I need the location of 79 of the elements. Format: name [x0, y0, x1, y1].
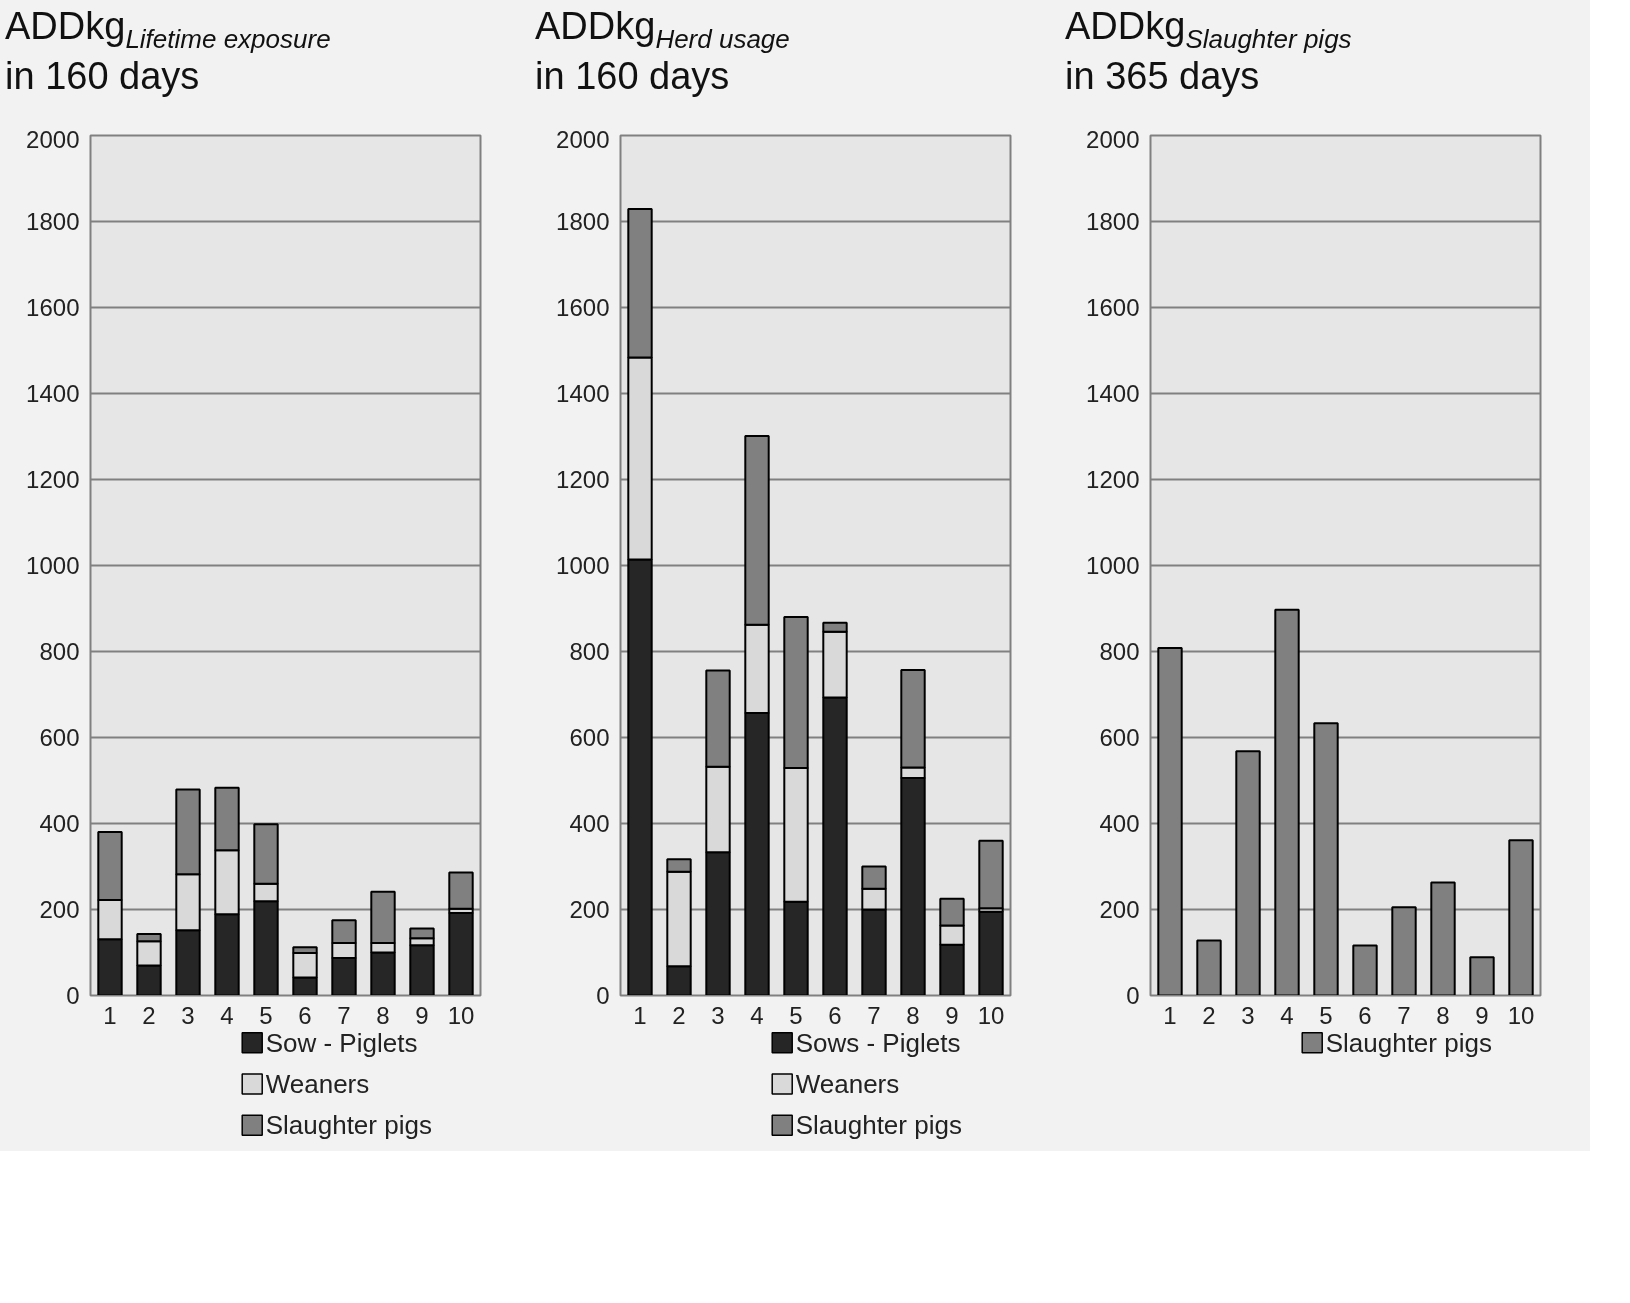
x-tick-label: 1 — [633, 1001, 647, 1029]
y-tick-label: 1600 — [556, 294, 610, 321]
x-tick-label: 8 — [1436, 1001, 1450, 1029]
bar — [978, 910, 1004, 996]
y-tick-label: 2000 — [26, 125, 80, 153]
x-tick-label: 4 — [220, 1001, 234, 1029]
x-tick-label: 4 — [750, 1001, 764, 1029]
y-tick-label: 1200 — [26, 466, 80, 493]
y-tick-label: 600 — [1099, 724, 1140, 751]
y-tick-label: 600 — [39, 724, 80, 751]
y-tick-label: 0 — [596, 982, 610, 1009]
x-tick-label: 9 — [945, 1001, 959, 1029]
y-tick-label: 1200 — [556, 466, 610, 493]
y-tick-label: 1000 — [1086, 552, 1140, 579]
x-tick-label: 6 — [828, 1001, 842, 1029]
y-tick-label: 400 — [39, 810, 80, 837]
y-tick-label: 1000 — [26, 552, 80, 579]
y-tick-label: 1800 — [26, 208, 80, 235]
y-tick-label: 800 — [1099, 638, 1140, 665]
chart-title: ADDkg$_{Herd usage}$ — [535, 5, 790, 54]
legend-label: Sows - Piglets — [795, 1027, 961, 1058]
x-tick-label: 10 — [1507, 1001, 1535, 1029]
x-tick-label: 3 — [1241, 1001, 1255, 1029]
chart-subtitle: in 160 days — [535, 55, 730, 98]
x-tick-label: 6 — [1358, 1001, 1372, 1029]
legend-label: Weaners — [795, 1069, 900, 1099]
x-tick-label: 9 — [415, 1001, 429, 1029]
legend-label: Weaners — [265, 1069, 370, 1099]
y-tick-label: 200 — [569, 896, 610, 923]
x-tick-label: 8 — [906, 1001, 920, 1029]
legend-label: Slaughter pigs — [265, 1110, 432, 1141]
y-tick-label: 800 — [39, 638, 80, 665]
x-tick-label: 2 — [1202, 1001, 1216, 1029]
chart-subtitle: in 365 days — [1065, 55, 1260, 98]
y-tick-label: 400 — [569, 810, 610, 837]
y-tick-label: 200 — [39, 896, 80, 923]
x-tick-label: 1 — [1163, 1001, 1177, 1029]
x-tick-label: 10 — [977, 1001, 1005, 1029]
y-tick-label: 1400 — [556, 380, 610, 407]
y-tick-label: 1800 — [556, 208, 610, 235]
y-tick-label: 1600 — [26, 294, 80, 321]
legend-label: Slaughter pigs — [1325, 1027, 1492, 1058]
x-tick-label: 7 — [867, 1001, 881, 1029]
x-tick-label: 4 — [1280, 1001, 1294, 1029]
y-tick-label: 0 — [66, 982, 80, 1009]
x-tick-label: 2 — [142, 1001, 156, 1029]
y-tick-label: 1800 — [1086, 208, 1140, 235]
legend-label: Slaughter pigs — [795, 1110, 962, 1141]
x-tick-label: 7 — [1397, 1001, 1411, 1029]
bar — [448, 911, 474, 996]
y-tick-label: 0 — [1126, 982, 1140, 1009]
x-tick-label: 1 — [103, 1001, 117, 1029]
x-tick-label: 7 — [337, 1001, 351, 1029]
x-tick-label: 5 — [1319, 1001, 1333, 1029]
x-tick-label: 8 — [376, 1001, 390, 1029]
y-tick-label: 1400 — [1086, 380, 1140, 407]
y-tick-label: 400 — [1099, 810, 1140, 837]
chart-subtitle: in 160 days — [5, 55, 200, 98]
y-tick-label: 1400 — [26, 380, 80, 407]
x-tick-label: 3 — [181, 1001, 195, 1029]
y-tick-label: 1200 — [1086, 466, 1140, 493]
x-tick-label: 5 — [789, 1001, 803, 1029]
y-tick-label: 1000 — [556, 552, 610, 579]
x-tick-label: 3 — [711, 1001, 725, 1029]
y-tick-label: 1600 — [1086, 294, 1140, 321]
legend-label: Sow - Piglets — [265, 1027, 418, 1058]
chart-title: ADDkg$_{Lifetime exposure}$ — [5, 5, 331, 54]
y-tick-label: 200 — [1099, 896, 1140, 923]
x-tick-label: 2 — [672, 1001, 686, 1029]
x-tick-label: 10 — [447, 1001, 475, 1029]
chart-title: ADDkg$_{Slaughter pigs}$ — [1065, 5, 1352, 54]
x-tick-label: 9 — [1475, 1001, 1489, 1029]
x-tick-label: 6 — [298, 1001, 312, 1029]
y-tick-label: 2000 — [556, 125, 610, 153]
y-tick-label: 2000 — [1086, 125, 1140, 153]
y-tick-label: 800 — [569, 638, 610, 665]
x-tick-label: 5 — [259, 1001, 273, 1029]
y-tick-label: 600 — [569, 724, 610, 751]
bar — [978, 839, 1004, 910]
